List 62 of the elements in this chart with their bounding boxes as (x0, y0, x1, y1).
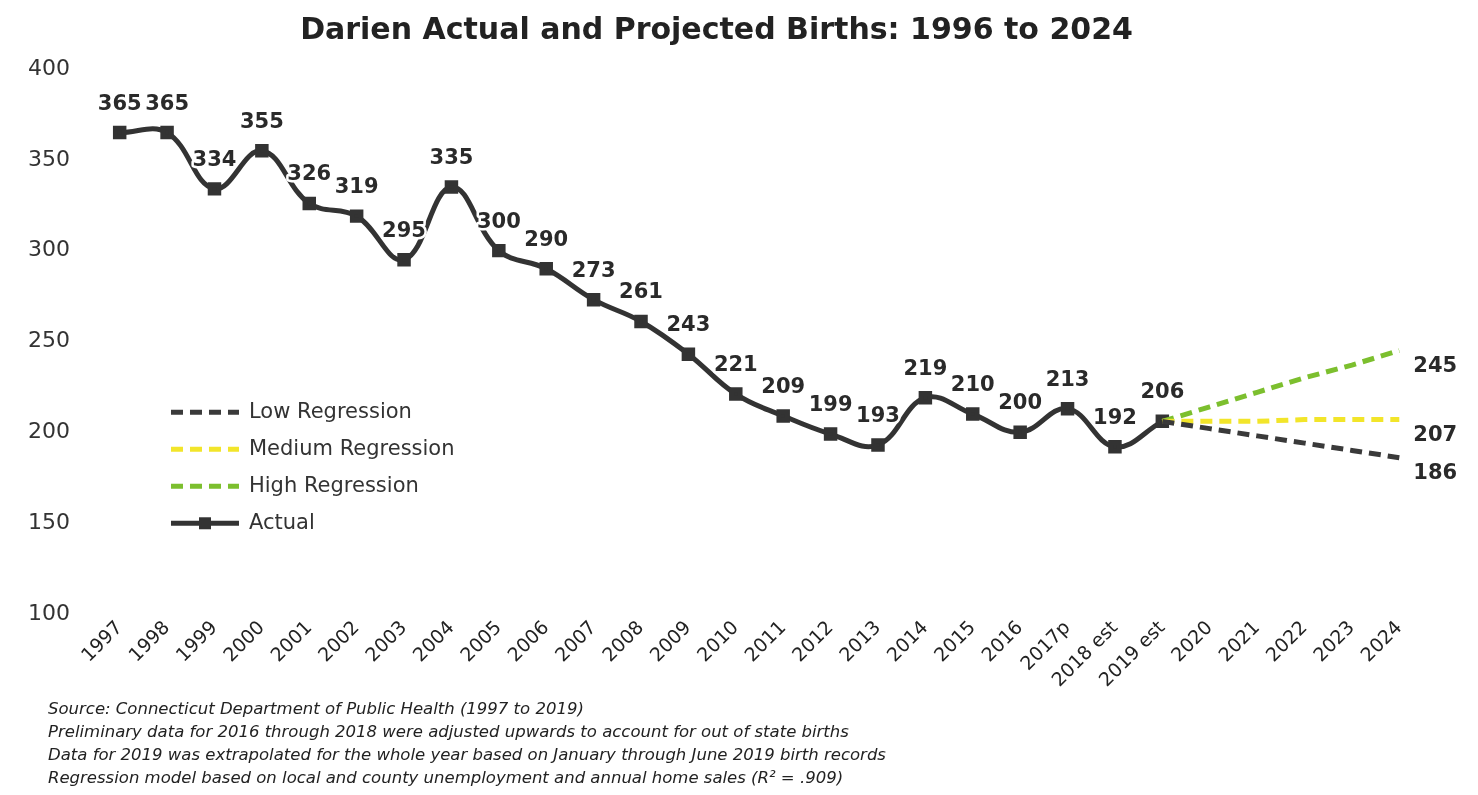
data-label: 221 (713, 352, 758, 377)
y-tick-label: 150 (27, 508, 70, 534)
point (634, 314, 648, 329)
data-label: 335 (429, 145, 474, 170)
data-label: 207 (1413, 421, 1458, 446)
point (112, 125, 127, 140)
legend-label: Actual (248, 509, 315, 534)
point (729, 387, 743, 401)
text: Regression model based on local and county unemployment and annual home sales (R² = .909) (48, 767, 845, 789)
point (776, 409, 790, 423)
point (539, 262, 553, 276)
text: Preliminary data for 2016 through 2018 were adjusted upwards to account for out of state births (48, 721, 850, 743)
data-label: 245 (1413, 352, 1458, 377)
y-tick-label: 300 (27, 236, 70, 262)
data-label: 273 (571, 257, 616, 282)
data-label: 210 (950, 372, 995, 397)
data-label: 206 (1140, 379, 1185, 404)
data-label: 200 (998, 390, 1043, 415)
data-label: 365 (145, 90, 189, 115)
point (1060, 401, 1075, 416)
data-label: 334 (192, 146, 237, 171)
y-tick-label: 100 (27, 599, 70, 625)
point (1013, 425, 1027, 439)
point (918, 391, 933, 405)
data-label: 219 (903, 355, 948, 380)
point (255, 143, 269, 158)
data-label: 186 (1413, 460, 1458, 485)
point (966, 407, 980, 421)
y-tick-label: 250 (27, 327, 70, 353)
point (349, 209, 364, 223)
chart-title: Darien Actual and Projected Births: 1996 to 2024 (300, 10, 1133, 46)
data-label: 199 (808, 392, 853, 417)
data-label: 326 (287, 161, 332, 186)
point (302, 196, 316, 211)
data-label: 243 (666, 312, 711, 337)
point (1108, 440, 1122, 454)
point (492, 243, 506, 258)
point (823, 427, 838, 441)
data-label: 355 (239, 108, 284, 133)
point (160, 125, 174, 140)
point (871, 438, 885, 452)
data-label: 365 (97, 90, 142, 115)
y-tick-label: 350 (27, 145, 70, 171)
data-label: 209 (761, 373, 806, 398)
point (397, 252, 411, 267)
source-note: Source: Connecticut Department of Public Health (1997 to 2019) (48, 698, 585, 720)
point (207, 182, 222, 196)
data-label: 319 (334, 174, 379, 199)
data-label: 213 (1045, 366, 1090, 391)
y-tick-label: 200 (27, 417, 70, 443)
y-tick-label: 400 (27, 54, 70, 80)
point (586, 292, 601, 307)
data-label: 261 (619, 279, 663, 304)
text: Data for 2019 was extrapolated for the whole year based on January through June 2019 birth records (48, 744, 886, 766)
data-label: 290 (524, 226, 569, 251)
point (681, 347, 696, 361)
legend-label: High Regression (248, 472, 419, 497)
data-label: 192 (1093, 404, 1137, 429)
point (444, 180, 459, 194)
legend-label: Medium Regression (248, 435, 455, 460)
legend-label: Low Regression (248, 398, 412, 423)
data-label: 193 (856, 402, 900, 427)
